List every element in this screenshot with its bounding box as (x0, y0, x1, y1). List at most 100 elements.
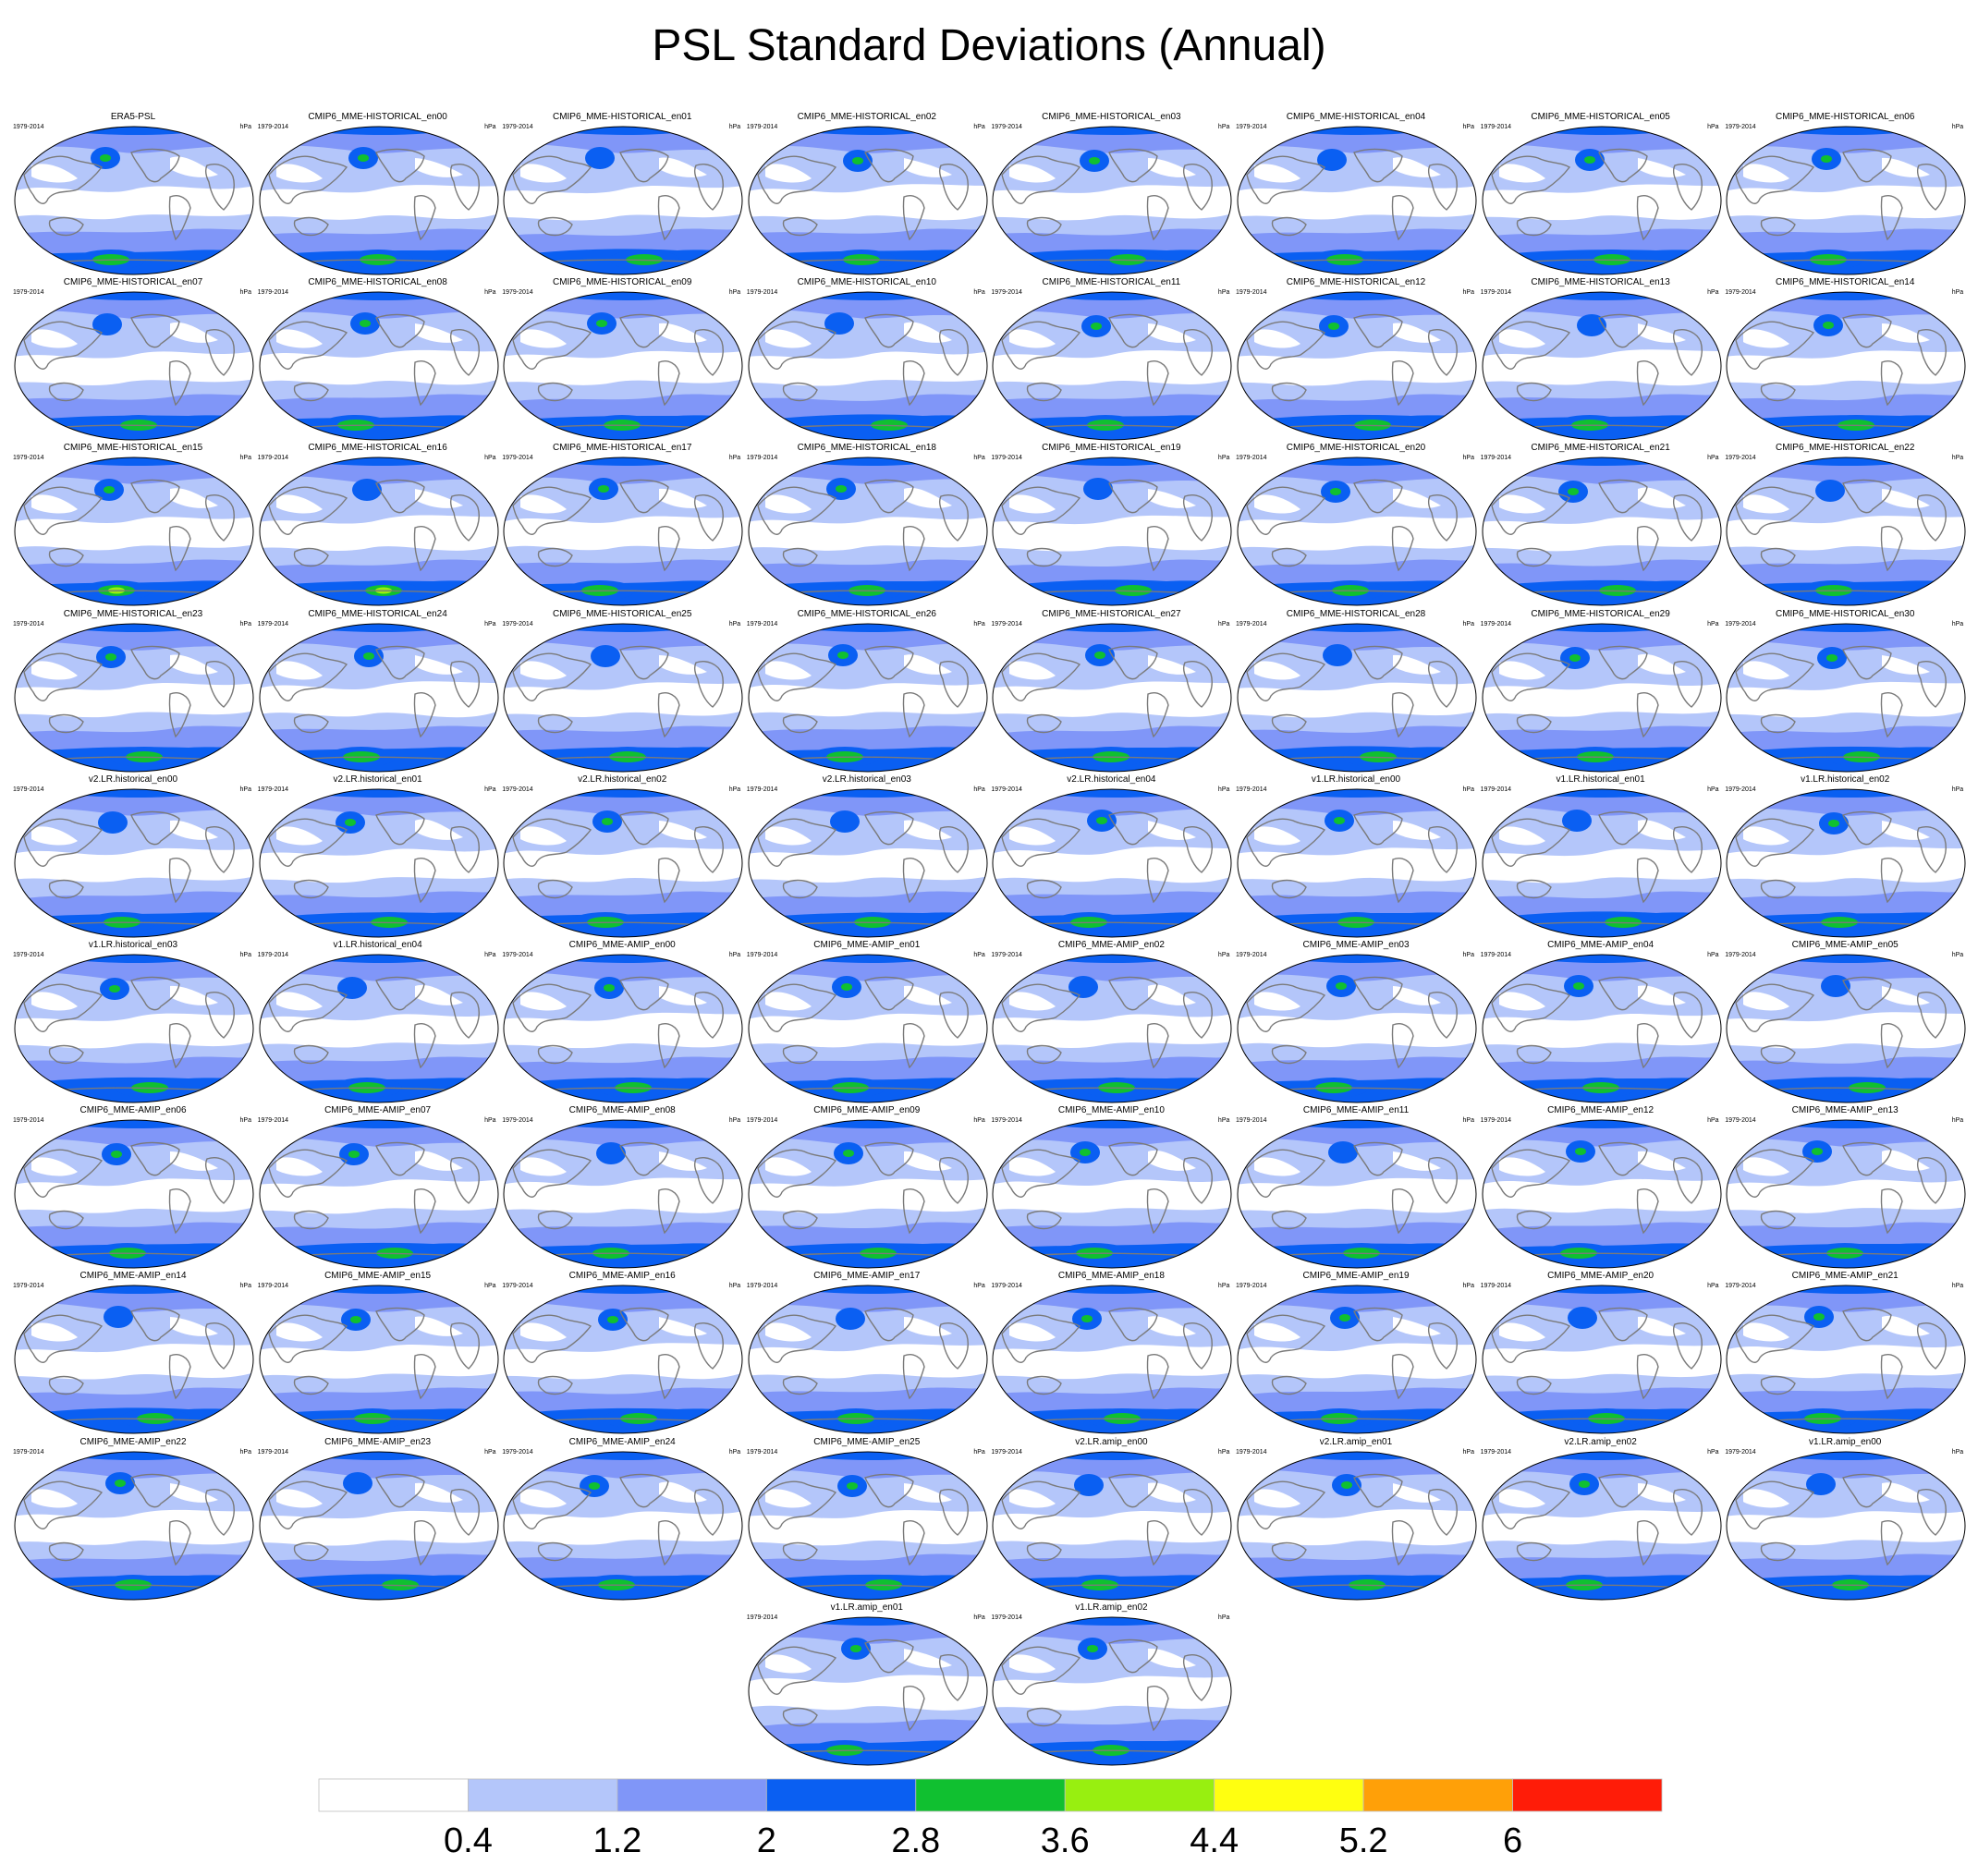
coastline-south-america (413, 195, 436, 241)
aleutian-core (607, 1316, 619, 1324)
coastline-australia (293, 879, 329, 899)
map-panel: v2.LR.amip_en00 1979-2014 hPa (989, 1437, 1233, 1601)
coastline-south-america (1636, 1519, 1659, 1565)
coastline-north-america (863, 810, 914, 846)
coastline-south-america (1391, 360, 1414, 407)
panel-units: hPa (484, 289, 496, 297)
contour-fill-white (1498, 992, 1545, 1011)
map-border (1237, 788, 1477, 938)
coastline-asia (1735, 818, 1815, 867)
contour-fill-white (1238, 682, 1476, 718)
panel-period: 1979-2014 (502, 455, 533, 462)
map-border (503, 788, 743, 938)
coastline-north-america (619, 314, 669, 348)
map-border (748, 954, 988, 1103)
map-border (259, 457, 499, 606)
coastline-south-america (658, 1023, 680, 1069)
coastline-south-america (1391, 1519, 1414, 1565)
coastline-south-america (168, 1519, 191, 1565)
contour-fill-white (1254, 992, 1300, 1011)
coastline-asia (23, 983, 104, 1032)
map-border (1726, 126, 1966, 275)
map-plot (748, 623, 988, 773)
map-panel: CMIP6_MME-AMIP_en03 1979-2014 hPa (1234, 940, 1478, 1103)
coastline-australia (1027, 713, 1063, 733)
map-plot (503, 126, 743, 275)
coastline-australia (1027, 1707, 1063, 1727)
map-border (1726, 457, 1966, 606)
contour-fill-white (748, 184, 987, 221)
contour-fill-white (1009, 329, 1056, 348)
map-border (1482, 954, 1722, 1103)
map-border (1237, 1119, 1477, 1269)
panel-period: 1979-2014 (502, 1117, 533, 1125)
coastline-asia (267, 1315, 348, 1364)
coastline-north-america (863, 1142, 914, 1176)
coastline-north-america (863, 480, 914, 514)
coastline-north-america (1597, 810, 1648, 846)
panel-units: hPa (484, 455, 496, 462)
aleutian-max (1561, 809, 1592, 832)
contour-fill-white (15, 1344, 253, 1380)
coastline-australia (1516, 1044, 1552, 1065)
panel-units: hPa (973, 289, 985, 297)
panel-title: v1.LR.amip_en01 (830, 1602, 903, 1613)
coastline-africa (938, 992, 969, 1039)
panel-period: 1979-2014 (991, 620, 1022, 627)
coastline-south-america (1881, 1354, 1903, 1400)
map-panel: CMIP6_MME-HISTORICAL_en02 1979-2014 hPa (745, 112, 989, 275)
map-panel: CMIP6_MME-HISTORICAL_en19 1979-2014 hPa (989, 443, 1233, 606)
coastline-south-america (1391, 195, 1414, 241)
map-panel: CMIP6_MME-AMIP_en16 1979-2014 hPa (500, 1271, 744, 1434)
panel-period: 1979-2014 (502, 786, 533, 793)
panel-title: v2.LR.historical_en01 (333, 774, 422, 785)
coastline-australia (293, 1376, 329, 1395)
aleutian-core (1328, 323, 1339, 331)
coastline-asia (512, 487, 592, 536)
panel-title: CMIP6_MME-AMIP_en17 (813, 1271, 921, 1282)
map-plot (1726, 954, 1966, 1103)
coastline-australia (48, 1044, 84, 1065)
panel-title: CMIP6_MME-HISTORICAL_en26 (797, 608, 936, 619)
coastline-australia (1516, 1376, 1552, 1395)
coastline-australia (1027, 1376, 1063, 1395)
map-panel: v2.LR.historical_en00 1979-2014 hPa (11, 774, 255, 938)
map-border (259, 1285, 499, 1434)
contour-fill-white (1238, 1343, 1476, 1380)
map-panel: CMIP6_MME-HISTORICAL_en18 1979-2014 hPa (745, 443, 989, 606)
coastline-asia (1490, 652, 1570, 701)
map-plot (1237, 1119, 1477, 1269)
coastline-australia (538, 383, 574, 402)
colorbar-box (765, 1778, 917, 1812)
coastline-asia (1735, 487, 1815, 536)
coastline-australia (1027, 216, 1063, 237)
aleutian-core (115, 1479, 126, 1487)
panel-title: CMIP6_MME-AMIP_en16 (568, 1271, 676, 1282)
panel-title: CMIP6_MME-AMIP_en13 (1791, 1105, 1899, 1116)
panel-title: CMIP6_MME-AMIP_en06 (79, 1105, 187, 1116)
map-border (1726, 1285, 1966, 1434)
aleutian-max (1074, 1473, 1105, 1496)
coastline-africa (449, 494, 480, 542)
map-border (992, 1285, 1232, 1434)
panel-units: hPa (1951, 952, 1964, 958)
contour-fill-white (748, 351, 987, 386)
coastline-south-america (1636, 1023, 1659, 1069)
contour-fill-white (504, 351, 743, 385)
coastline-australia (1516, 879, 1552, 899)
map-panel: CMIP6_MME-HISTORICAL_en10 1979-2014 hPa (745, 277, 989, 441)
map-plot (1726, 788, 1966, 938)
coastline-south-america (658, 1354, 680, 1400)
coastline-north-america (374, 810, 425, 846)
panel-title: CMIP6_MME-HISTORICAL_en18 (797, 443, 936, 454)
contour-fill-white (504, 186, 743, 221)
contour-fill-white (1482, 1179, 1721, 1213)
contour-fill-white (1727, 1179, 1966, 1213)
panel-period: 1979-2014 (13, 1117, 44, 1125)
coastline-south-america (902, 526, 925, 572)
panel-units: hPa (1217, 1117, 1230, 1125)
coastline-australia (538, 1044, 574, 1065)
contour-fill-white (520, 1322, 568, 1342)
coastline-africa (204, 1322, 235, 1370)
coastline-asia (267, 155, 348, 204)
